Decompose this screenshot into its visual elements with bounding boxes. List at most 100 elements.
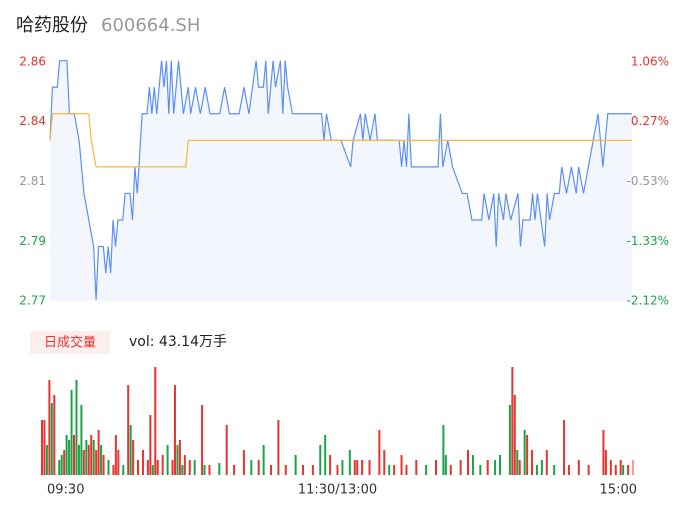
volume-bar — [50, 403, 53, 475]
volume-bar — [523, 430, 526, 475]
volume-bar — [284, 465, 287, 475]
volume-bar — [508, 405, 511, 475]
volume-bar — [166, 445, 169, 475]
volume-bar — [341, 460, 344, 475]
price-area — [50, 60, 632, 301]
volume-bar — [92, 440, 95, 475]
volume-bar — [208, 465, 211, 475]
volume-bar — [107, 460, 110, 475]
y2-tick-label: -2.12% — [627, 294, 669, 308]
volume-bar — [393, 465, 396, 475]
x-tick-label: 15:00 — [600, 483, 637, 498]
volume-bar — [516, 450, 519, 475]
volume-bar — [442, 425, 445, 475]
volume-bar — [201, 405, 204, 475]
volume-bar — [176, 445, 179, 475]
volume-bar — [250, 460, 253, 475]
volume-bar — [90, 435, 93, 475]
volume-bar — [518, 460, 521, 475]
volume-bar — [181, 465, 184, 475]
volume-bar — [415, 460, 418, 475]
volume-bar — [449, 465, 452, 475]
volume-bar — [535, 465, 538, 475]
volume-bar — [531, 450, 534, 475]
volume-bar — [218, 463, 221, 475]
volume-bar — [43, 420, 46, 475]
volume-bar — [348, 450, 351, 475]
volume-bar — [486, 460, 489, 475]
volume-bar — [151, 465, 154, 475]
volume-label-bg — [30, 331, 110, 354]
volume-bar — [233, 465, 236, 475]
volume-bar — [577, 460, 580, 475]
volume-bar — [378, 430, 381, 475]
volume-bar — [156, 460, 159, 475]
volume-bar — [75, 380, 78, 475]
volume-bar — [87, 445, 90, 475]
x-tick-label: 11:30/13:00 — [298, 483, 377, 498]
volume-bar — [141, 450, 144, 475]
volume-bar — [154, 367, 157, 475]
volume-bar — [324, 435, 327, 475]
volume-bar — [203, 465, 206, 475]
volume-bar — [400, 455, 403, 475]
volume-bar — [361, 460, 364, 475]
volume-bar — [173, 385, 176, 475]
average-line — [49, 113, 632, 168]
volume-bar — [60, 455, 63, 475]
volume-bar — [622, 465, 625, 475]
volume-bar — [262, 445, 265, 475]
volume-bar — [97, 430, 100, 475]
volume-bar — [311, 465, 314, 475]
y-tick-label: 2.79 — [19, 234, 46, 248]
volume-bar — [609, 460, 612, 475]
volume-bar — [604, 450, 607, 475]
volume-bar — [242, 450, 245, 475]
volume-bar — [553, 465, 556, 475]
volume-bar — [494, 460, 497, 475]
volume-bar — [257, 460, 260, 475]
volume-bar — [80, 405, 83, 475]
volume-bar — [193, 460, 196, 475]
volume-bar — [100, 445, 103, 475]
volume-bar — [459, 460, 462, 475]
volume-bar — [467, 450, 470, 475]
volume-bar — [619, 460, 622, 475]
volume-bar — [632, 460, 634, 475]
volume-bar — [58, 460, 61, 475]
volume-bar — [567, 465, 570, 475]
volume-bar — [319, 445, 322, 475]
volume-bar — [137, 460, 140, 475]
volume-bar — [336, 465, 339, 475]
volume-bar — [178, 440, 181, 475]
volume-label: 日成交量 — [44, 335, 96, 351]
volume-bar — [85, 440, 88, 475]
volume-bar — [41, 420, 43, 475]
volume-bar — [277, 420, 280, 475]
price-line — [49, 60, 632, 300]
y2-tick-label: -0.53% — [627, 174, 669, 188]
volume-bar — [545, 450, 548, 475]
volume-bar — [45, 445, 48, 475]
volume-bar — [388, 465, 391, 475]
volume-bar — [513, 395, 516, 475]
y2-tick-label: -1.33% — [627, 234, 669, 248]
volume-bar — [77, 445, 80, 475]
volume-bar — [146, 460, 149, 475]
volume-bar — [127, 385, 130, 475]
volume-bar — [353, 460, 356, 475]
volume-bar — [82, 450, 85, 475]
volume-bar — [132, 440, 135, 475]
volume-bar — [112, 465, 115, 475]
y-tick-label: 2.77 — [19, 294, 46, 308]
volume-bar — [329, 455, 332, 475]
volume-bar — [149, 415, 152, 475]
stock-code: 600664.SH — [101, 15, 200, 36]
volume-bar — [602, 430, 605, 475]
volume-bar — [356, 460, 359, 475]
volume-bar — [526, 435, 529, 475]
y-tick-label: 2.81 — [19, 174, 46, 188]
volume-bar — [161, 455, 164, 475]
volume-bar — [95, 450, 98, 475]
